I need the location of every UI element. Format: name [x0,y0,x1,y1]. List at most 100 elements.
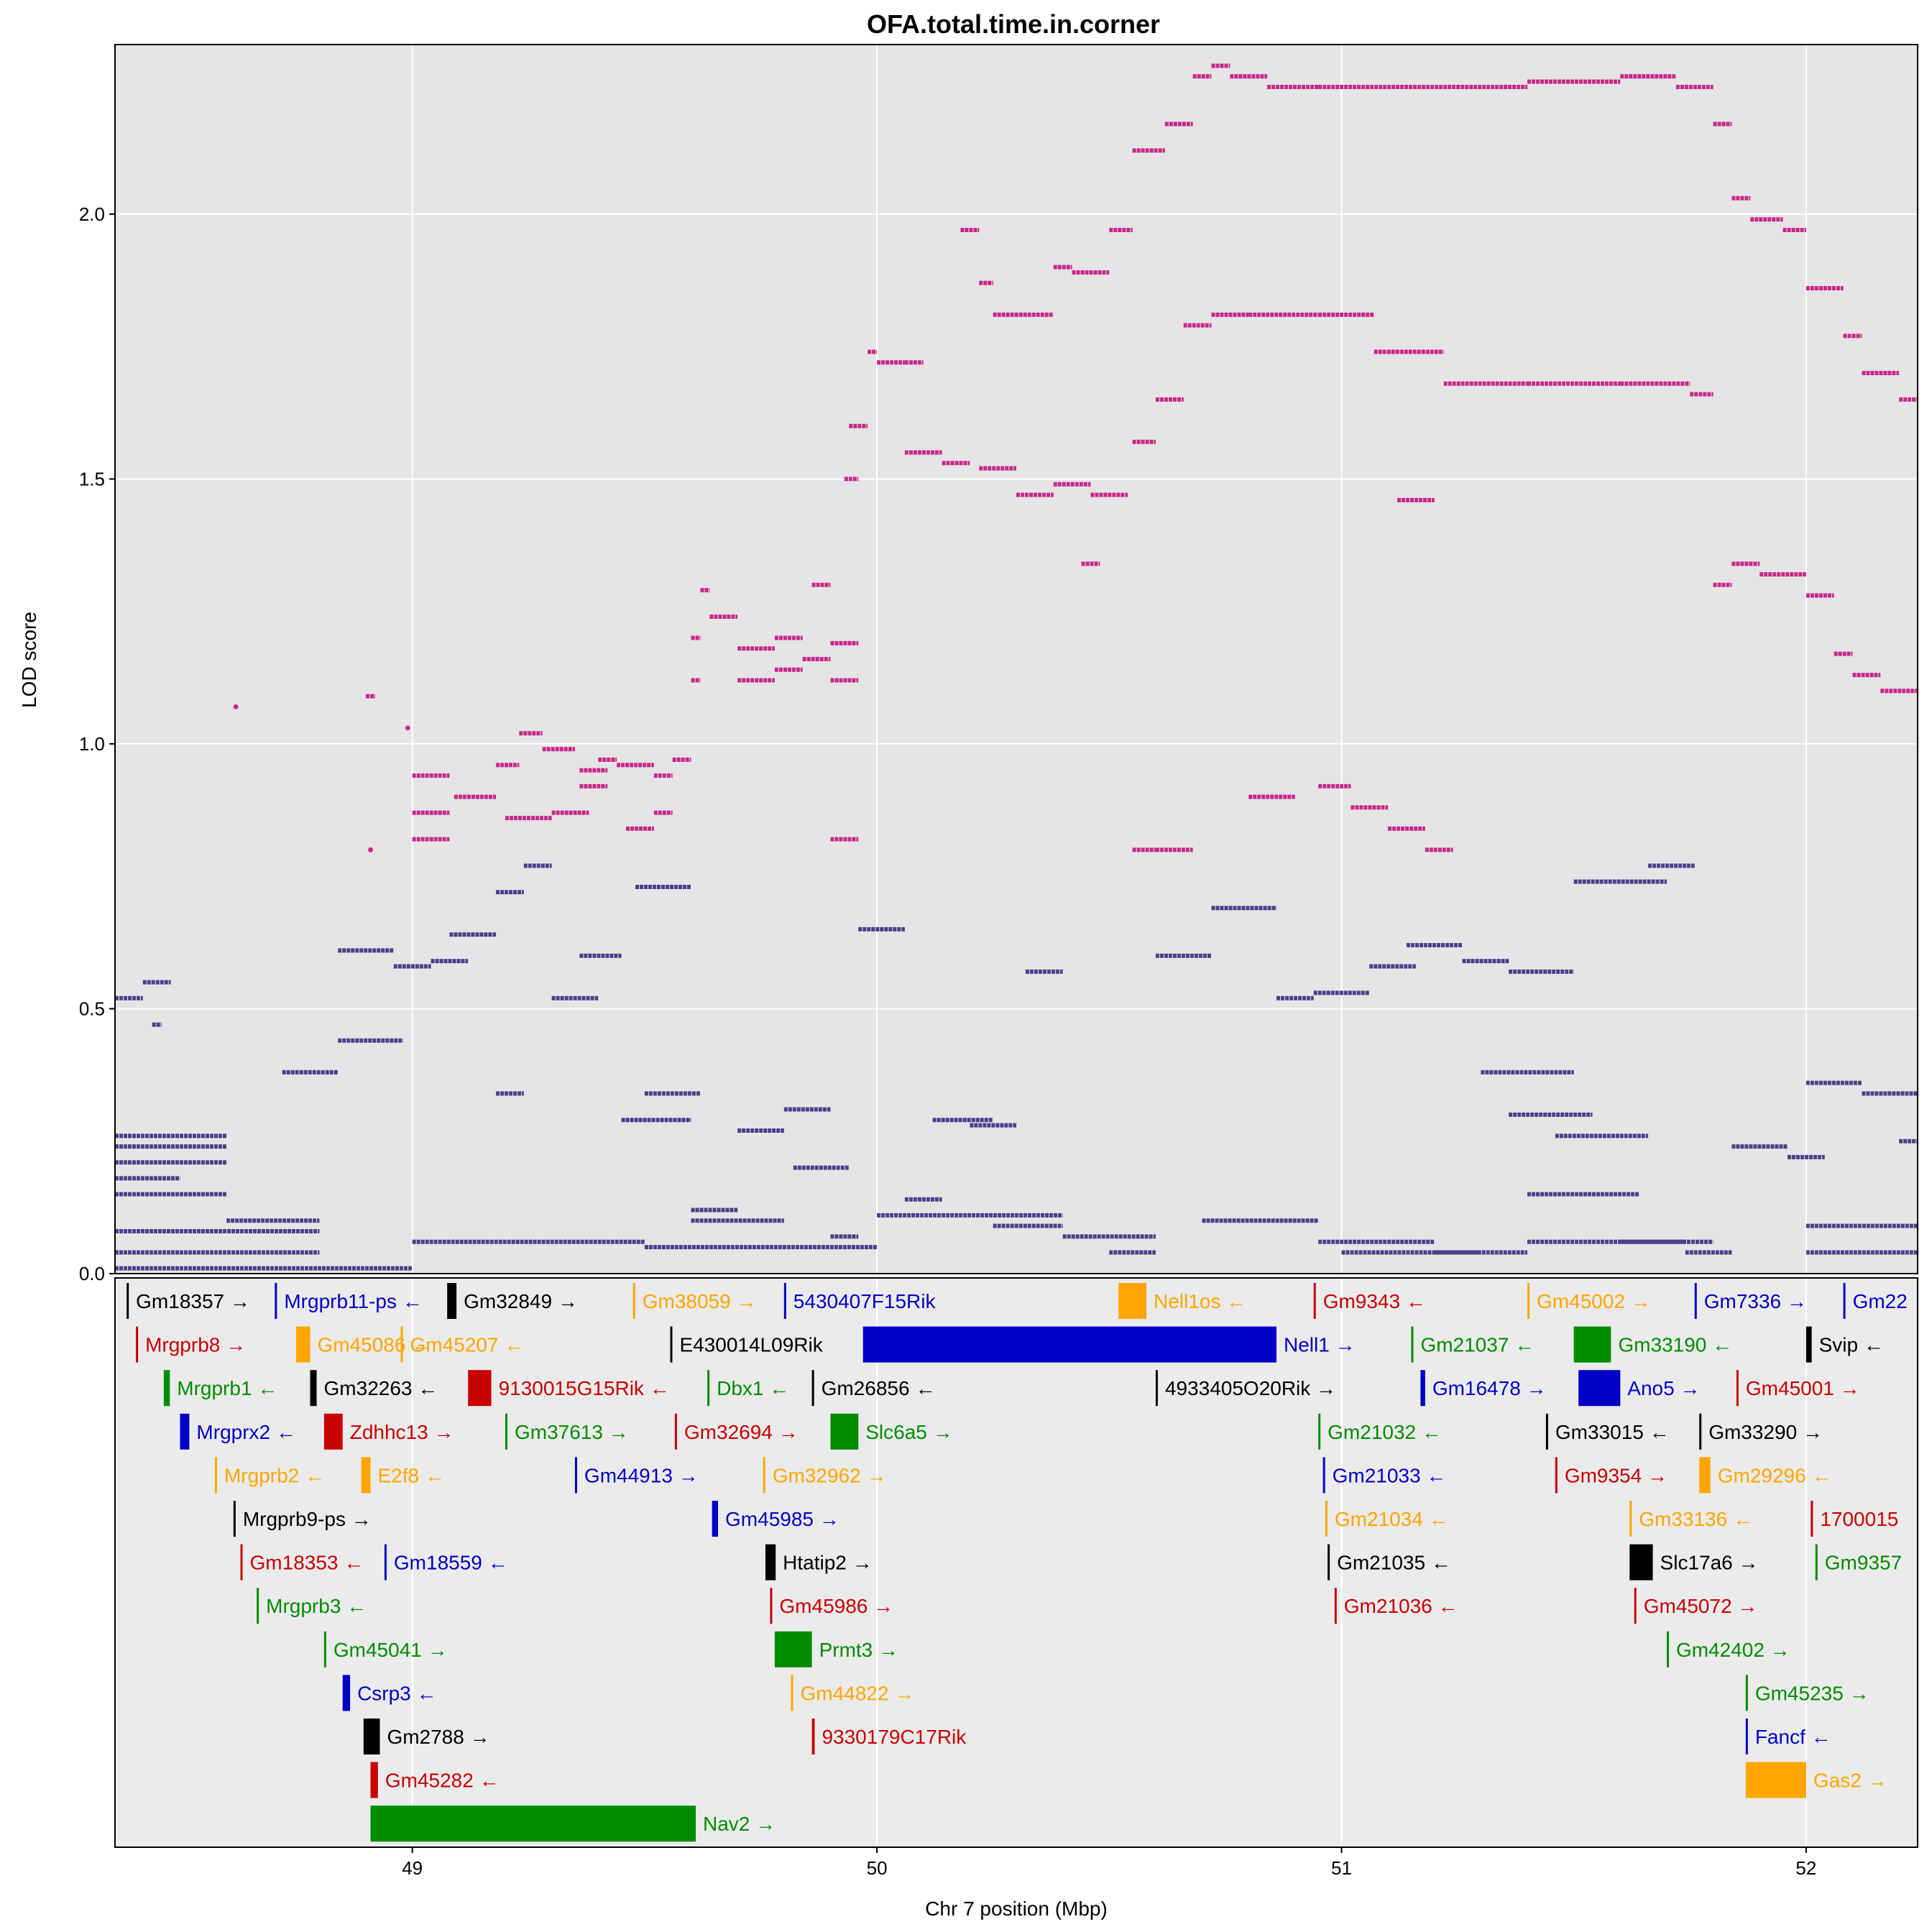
gene-label: Gm29296 ← [1718,1464,1832,1486]
x-axis: 49 50 51 52 [402,1847,1816,1879]
gene-label: Csrp3 ← [357,1682,436,1704]
gene-label: Gm16478 → [1432,1377,1547,1399]
gene-body [1629,1501,1632,1537]
gene-label: 4933405O20Rik → [1165,1377,1336,1399]
y-tick-label: 0.5 [79,998,105,1019]
gene-label: Gm45282 ← [385,1770,500,1792]
gene-body [783,1283,786,1319]
snp-point [233,704,239,709]
x-axis-label: Chr 7 position (Mbp) [925,1898,1108,1920]
gene-label: Gm45235 → [1755,1682,1869,1704]
gene-Gm45207: Gm45207 ← [400,1326,524,1363]
gene-body [830,1413,859,1450]
gene-body [400,1326,403,1363]
gene-label: 9330179C17Rik [822,1726,967,1748]
gene-Zdhhc13: Zdhhc13 → [323,1413,454,1450]
gene-Gm21034: Gm21034 ← [1325,1501,1449,1537]
gene-body [1629,1544,1653,1581]
lod-points [115,63,1918,1271]
gene-label: Gm32849 → [464,1290,578,1312]
gene-label: Gm18353 ← [250,1552,364,1574]
gene-body [632,1283,635,1319]
gene-body [707,1370,710,1407]
gene-label: Gm21032 ← [1328,1421,1442,1443]
gene-Mrgprb11-ps: Mrgprb11-ps ← [275,1283,423,1319]
gene-body [1699,1413,1702,1450]
gene-body [505,1413,507,1450]
gene-body [323,1413,343,1450]
gene-label: Gm32962 → [773,1464,887,1486]
x-tick-label: 52 [1795,1857,1816,1879]
gene-body [384,1544,387,1581]
gene-body [233,1501,236,1537]
gene-label: Gm2788 → [387,1726,489,1748]
gene-label: Dbx1 ← [717,1377,789,1399]
gene-label: Mrgprb8 → [145,1334,246,1356]
gene-Gm29296: Gm29296 ← [1699,1457,1832,1494]
gene-label: Nell1 → [1284,1334,1356,1356]
gene-body [342,1675,351,1711]
lod-panel: 0.0 0.5 1.0 1.5 2.0 [79,44,1918,1284]
gene-label: Gm37613 → [515,1421,629,1443]
gene-label: Gm44822 → [801,1682,915,1704]
gene-Gm16478: Gm16478 → [1420,1370,1547,1407]
gene-Nell1: Nell1 → [862,1326,1356,1363]
x-tick-label: 50 [867,1857,888,1879]
gene-body [1555,1457,1558,1494]
gene-label: Gm9357 [1825,1552,1902,1574]
gene-Fancf: Fancf ← [1745,1719,1831,1754]
gene-body [1325,1501,1328,1537]
gene-Gas2: Gas2 → [1745,1762,1887,1798]
gene-body [370,1806,696,1842]
gene-label: Gm18357 → [136,1290,250,1312]
gene-label: Mrgprb3 ← [266,1595,367,1617]
gene-label: Gm33190 ← [1618,1334,1732,1356]
gene-body [363,1719,380,1754]
gene-body [811,1719,815,1754]
gene-body [763,1457,765,1494]
gene-body [361,1457,371,1494]
gene-Gm45041: Gm45041 → [323,1631,448,1668]
y-tick-label: 2.0 [79,203,105,225]
gene-body [1155,1370,1158,1407]
gene-panel: Gm18357 → Mrgprb11-ps ← Gm32849 → Gm38059 →… [114,1277,1918,1879]
gene-Nav2: Nav2 → [370,1806,776,1842]
gene-label: Zdhhc13 → [350,1421,454,1443]
gene-body [163,1370,170,1407]
gene-label: Ano5 → [1627,1377,1700,1399]
gene-label: Gm32263 ← [324,1377,438,1399]
gene-Slc17a6: Slc17a6 → [1629,1544,1759,1581]
gene-body [811,1370,814,1407]
gene-label: Mrgprb9-ps → [243,1508,372,1530]
gene-Gm18559: Gm18559 ← [384,1544,508,1581]
gene-body [126,1283,129,1319]
gene-body [1815,1544,1818,1581]
y-axis: 0.0 0.5 1.0 1.5 2.0 [79,203,115,1284]
gene-Gm26856: Gm26856 ← [811,1370,935,1407]
gene-body [1328,1544,1330,1581]
gene-body [296,1326,310,1363]
gene-label: Gm32694 → [684,1421,799,1443]
gene-Gm45282: Gm45282 ← [370,1762,500,1798]
gene-9330179C17Rik: 9330179C17Rik [811,1719,967,1754]
gene-Gm7336: Gm7336 → [1694,1283,1807,1319]
gene-Gm9357: Gm9357 [1815,1544,1902,1581]
gene-Mrgprb9-ps: Mrgprb9-ps → [233,1501,372,1537]
gene-Gm21036: Gm21036 ← [1334,1588,1458,1624]
gene-body [770,1588,773,1624]
gene-label: Htatip2 → [783,1552,873,1574]
gene-Gm2788: Gm2788 → [363,1719,490,1754]
gene-Mrgprb8: Mrgprb8 → [136,1326,246,1363]
gene-label: Slc6a5 → [865,1421,952,1443]
gene-label: 5430407F15Rik [794,1290,937,1312]
snp-point [405,725,410,731]
gene-tracks: Gm18357 → Mrgprb11-ps ← Gm32849 → Gm38059 →… [126,1283,1908,1842]
gene-body [1322,1457,1325,1494]
gene-body [791,1675,794,1711]
gene-body [774,1631,812,1668]
gene-body [574,1457,577,1494]
lod-panel-background [115,45,1918,1274]
gene-Gm37613: Gm37613 → [505,1413,629,1450]
gene-body [1745,1719,1748,1754]
gene-label: Fancf ← [1755,1726,1831,1748]
